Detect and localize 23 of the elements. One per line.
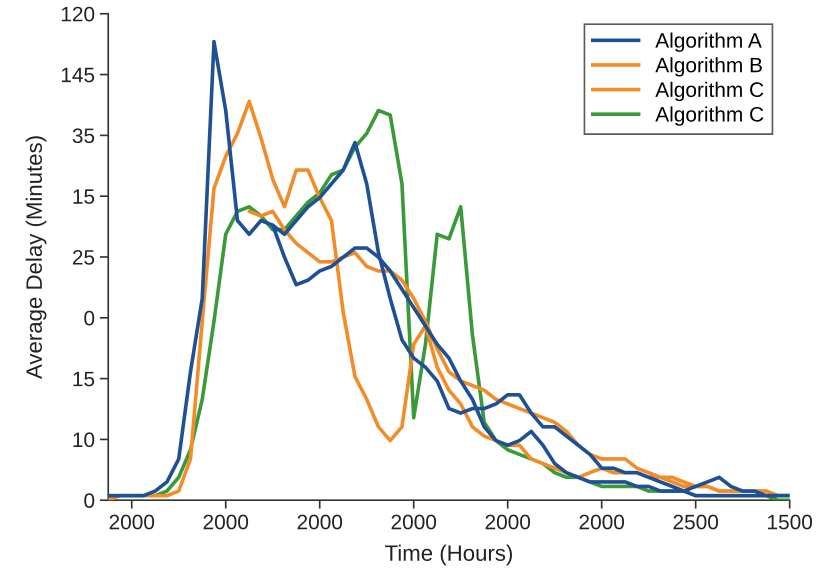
text: 0 bbox=[84, 493, 94, 508]
x-tick-label: 2500 bbox=[674, 514, 718, 530]
legend-label: Algorithm C bbox=[655, 106, 764, 126]
x-tick-label: 2000 bbox=[298, 514, 342, 530]
legend-label: Algorithm C bbox=[655, 82, 764, 102]
x-tick-label: 1500 bbox=[768, 514, 812, 530]
text: 10 bbox=[73, 432, 94, 448]
y-axis-title: Average Delay (Minutes) bbox=[26, 136, 46, 380]
text: 0 bbox=[84, 310, 94, 326]
x-tick-label: 2000 bbox=[392, 514, 436, 530]
text: 120 bbox=[62, 6, 94, 22]
text: 15 bbox=[73, 372, 94, 386]
text: 35 bbox=[72, 128, 94, 144]
x-axis-title: Time (Hours) bbox=[385, 544, 512, 566]
x-tick-label: 2000 bbox=[110, 514, 154, 530]
text: 15 bbox=[73, 189, 94, 204]
x-tick-label: 2000 bbox=[204, 514, 248, 530]
legend-label: Algorithm B bbox=[655, 57, 762, 77]
x-tick-label: 2000 bbox=[580, 514, 624, 530]
text: 25 bbox=[72, 250, 94, 265]
x-tick-label: 2000 bbox=[486, 514, 530, 530]
text: 145 bbox=[62, 68, 94, 82]
legend-label: Algorithm A bbox=[655, 32, 762, 52]
